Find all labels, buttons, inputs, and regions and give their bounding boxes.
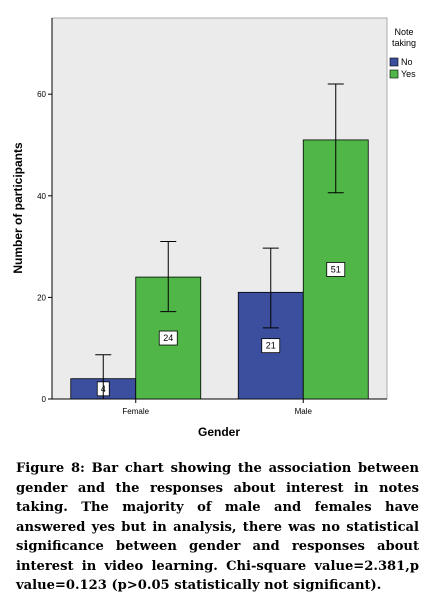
y-tick-label: 0 bbox=[42, 395, 47, 404]
legend-title: Note bbox=[394, 27, 413, 37]
data-label-box bbox=[158, 330, 178, 346]
figure-caption: Figure 8: Bar chart showing the associat… bbox=[16, 461, 419, 593]
x-tick-label: Female bbox=[122, 407, 149, 416]
data-label: 51 bbox=[331, 264, 341, 274]
x-axis-label: Gender bbox=[198, 425, 240, 439]
x-tick-label: Male bbox=[295, 407, 313, 416]
y-axis: 0 20 40 60 bbox=[37, 18, 53, 404]
legend-label: No bbox=[401, 57, 413, 67]
y-tick-label: 60 bbox=[37, 90, 46, 99]
data-label: 24 bbox=[163, 333, 173, 343]
x-axis: Female Male bbox=[52, 398, 387, 416]
data-label-box bbox=[326, 262, 346, 277]
legend-label: Yes bbox=[401, 69, 416, 79]
data-label: 21 bbox=[266, 341, 276, 351]
y-tick-label: 20 bbox=[37, 293, 46, 302]
legend-swatch bbox=[389, 69, 399, 79]
y-tick-label: 40 bbox=[37, 192, 46, 201]
legend-swatch bbox=[389, 57, 399, 67]
data-label-box bbox=[261, 338, 281, 354]
legend-title: taking bbox=[392, 38, 416, 48]
y-axis-label: Number of participants bbox=[11, 142, 25, 274]
